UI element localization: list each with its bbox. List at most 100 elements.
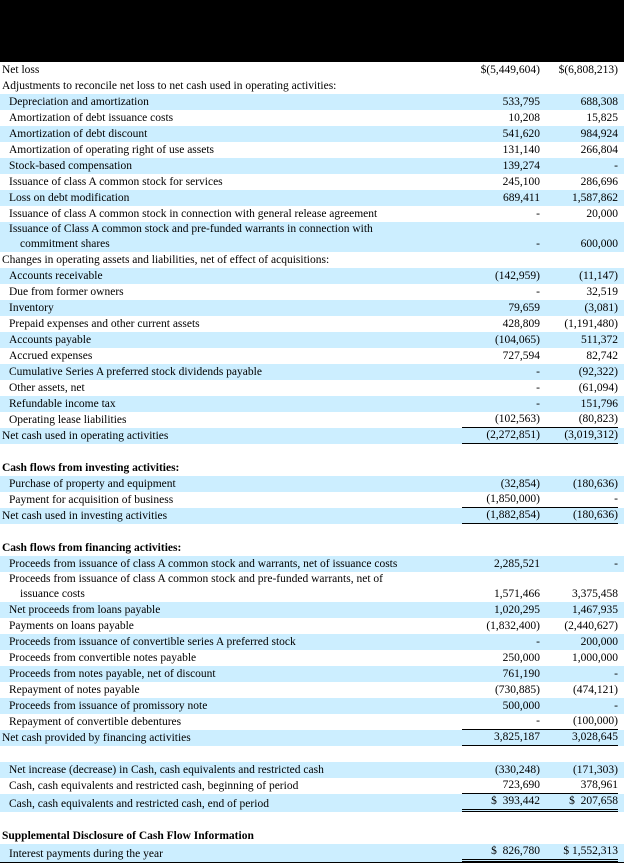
row-value-current-year: $ 826,780 [462, 844, 540, 862]
spacer-row [0, 524, 624, 540]
row-label: Due from former owners [9, 286, 124, 298]
row-value-prior-year: 151,796 [580, 398, 618, 410]
table-row: Cash flows from investing activities: [0, 460, 624, 476]
row-value-prior-year: (3,081) [584, 302, 618, 314]
row-value-prior-year: $(6,808,213) [558, 64, 618, 76]
table-row: Net loss $(5,449,604) $(6,808,213) [0, 62, 624, 78]
row-label: Operating lease liabilities [9, 414, 127, 426]
table-row: Prepaid expenses and other current asset… [0, 316, 624, 332]
row-label: Supplemental Disclosure of Cash Flow Inf… [2, 830, 254, 842]
row-label: Interest payments during the year [9, 848, 163, 860]
table-row: Payments on loans payable (1,832,400) (2… [0, 618, 624, 634]
table-row: Proceeds from issuance of promissory not… [0, 698, 624, 714]
table-row: Payment for acquisition of business (1,8… [0, 492, 624, 508]
row-label: Purchase of property and equipment [9, 478, 176, 490]
table-row: Net increase (decrease) in Cash, cash eq… [0, 762, 624, 778]
row-value-current-year: - [536, 382, 540, 394]
row-value-prior-year: $ 207,658 [540, 794, 618, 812]
table-row: Amortization of operating right of use a… [0, 142, 624, 158]
row-label: Proceeds from issuance of convertible se… [9, 636, 296, 648]
table-row: Refundable income tax - 151,796 [0, 396, 624, 412]
row-value-prior-year: - [540, 492, 618, 508]
row-value-current-year: 723,690 [462, 778, 540, 794]
table-row: Repayment of convertible debentures - (1… [0, 714, 624, 730]
row-value-prior-year: (11,147) [579, 270, 618, 282]
row-value-current-year: (1,882,854) [462, 508, 540, 524]
row-label: Proceeds from issuance of class A common… [9, 558, 398, 570]
row-value-prior-year: 20,000 [586, 208, 618, 220]
row-value-current-year: 727,594 [502, 350, 540, 362]
row-value-prior-year: 511,372 [581, 334, 618, 346]
row-label: Issuance of class A common stock in conn… [9, 208, 378, 220]
header-band [0, 0, 624, 62]
table-row: Proceeds from issuance of class A common… [0, 572, 624, 602]
table-row: Proceeds from issuance of convertible se… [0, 634, 624, 650]
row-label: Issuance of class A common stock for ser… [9, 176, 223, 188]
row-value-current-year: 428,809 [502, 318, 540, 330]
row-value-current-year: 245,100 [502, 176, 540, 188]
table-row: Adjustments to reconcile net loss to net… [0, 78, 624, 94]
row-value-prior-year: 1,467,935 [572, 604, 618, 616]
row-value-current-year: - [536, 238, 540, 250]
table-row: Cumulative Series A preferred stock divi… [0, 364, 624, 380]
row-value-prior-year: (92,322) [578, 366, 618, 378]
row-label: Net cash provided by financing activitie… [2, 732, 191, 744]
row-label: Other assets, net [9, 382, 85, 394]
row-value-current-year: (330,248) [494, 764, 540, 776]
row-value-current-year: 10,208 [508, 112, 540, 124]
row-value-prior-year: 3,375,458 [572, 588, 618, 600]
spacer-row [0, 444, 624, 460]
row-value-current-year: - [536, 636, 540, 648]
row-value-current-year: 689,411 [503, 192, 540, 204]
row-label: Accrued expenses [9, 350, 93, 362]
row-value-prior-year: 82,742 [586, 350, 618, 362]
row-label: Amortization of debt issuance costs [9, 112, 174, 124]
row-label: Repayment of convertible debentures [9, 716, 182, 728]
row-value-prior-year: - [614, 700, 618, 712]
row-value-prior-year: 266,804 [580, 144, 618, 156]
row-value-current-year: - [536, 208, 540, 220]
table-row: Cash, cash equivalents and restricted ca… [0, 794, 624, 812]
row-value-current-year: 541,620 [502, 128, 540, 140]
row-value-current-year: 139,274 [502, 160, 540, 172]
row-value-prior-year: (2,440,627) [564, 620, 618, 632]
row-value-prior-year: (100,000) [540, 714, 618, 730]
row-value-current-year: 1,020,295 [494, 604, 540, 616]
row-value-prior-year: (3,019,312) [540, 428, 618, 444]
row-label: Accounts receivable [9, 270, 103, 282]
row-value-prior-year: 688,308 [580, 96, 618, 108]
table-row: Net proceeds from loans payable 1,020,29… [0, 602, 624, 618]
table-row: Proceeds from convertible notes payable … [0, 650, 624, 666]
row-value-prior-year: 600,000 [580, 238, 618, 250]
table-row: Stock-based compensation 139,274 - [0, 158, 624, 174]
table-row: Amortization of debt issuance costs 10,2… [0, 110, 624, 126]
row-value-prior-year: (1,191,480) [564, 318, 618, 330]
row-value-prior-year: - [614, 668, 618, 680]
row-label: Net proceeds from loans payable [9, 604, 161, 616]
row-value-prior-year: 1,000,000 [572, 652, 618, 664]
row-value-current-year: (2,272,851) [462, 428, 540, 444]
table-row: Issuance of class A common stock in conn… [0, 206, 624, 222]
row-value-prior-year: (171,303) [572, 764, 618, 776]
row-label: Issuance of Class A common stock and pre… [9, 223, 373, 250]
row-value-prior-year: 286,696 [580, 176, 618, 188]
row-value-current-year: 1,571,466 [494, 588, 540, 600]
row-value-current-year: 79,659 [508, 302, 540, 314]
row-value-current-year: 533,795 [502, 96, 540, 108]
table-row: Inventory 79,659 (3,081) [0, 300, 624, 316]
table-row: Due from former owners - 32,519 [0, 284, 624, 300]
row-value-current-year: 500,000 [502, 700, 540, 712]
row-label: Net increase (decrease) in Cash, cash eq… [9, 764, 324, 776]
table-row: Net cash used in operating activities (2… [0, 428, 624, 444]
row-value-prior-year: (180,636) [540, 508, 618, 524]
row-value-current-year: 250,000 [502, 652, 540, 664]
row-value-prior-year: - [614, 160, 618, 172]
row-label: Prepaid expenses and other current asset… [9, 318, 200, 330]
row-value-prior-year: (61,094) [578, 382, 618, 394]
row-value-current-year: 131,140 [502, 144, 540, 156]
table-row: Other assets, net - (61,094) [0, 380, 624, 396]
table-row: Accounts receivable (142,959) (11,147) [0, 268, 624, 284]
table-row: Net cash used in investing activities (1… [0, 508, 624, 524]
row-label: Repayment of notes payable [9, 684, 140, 696]
